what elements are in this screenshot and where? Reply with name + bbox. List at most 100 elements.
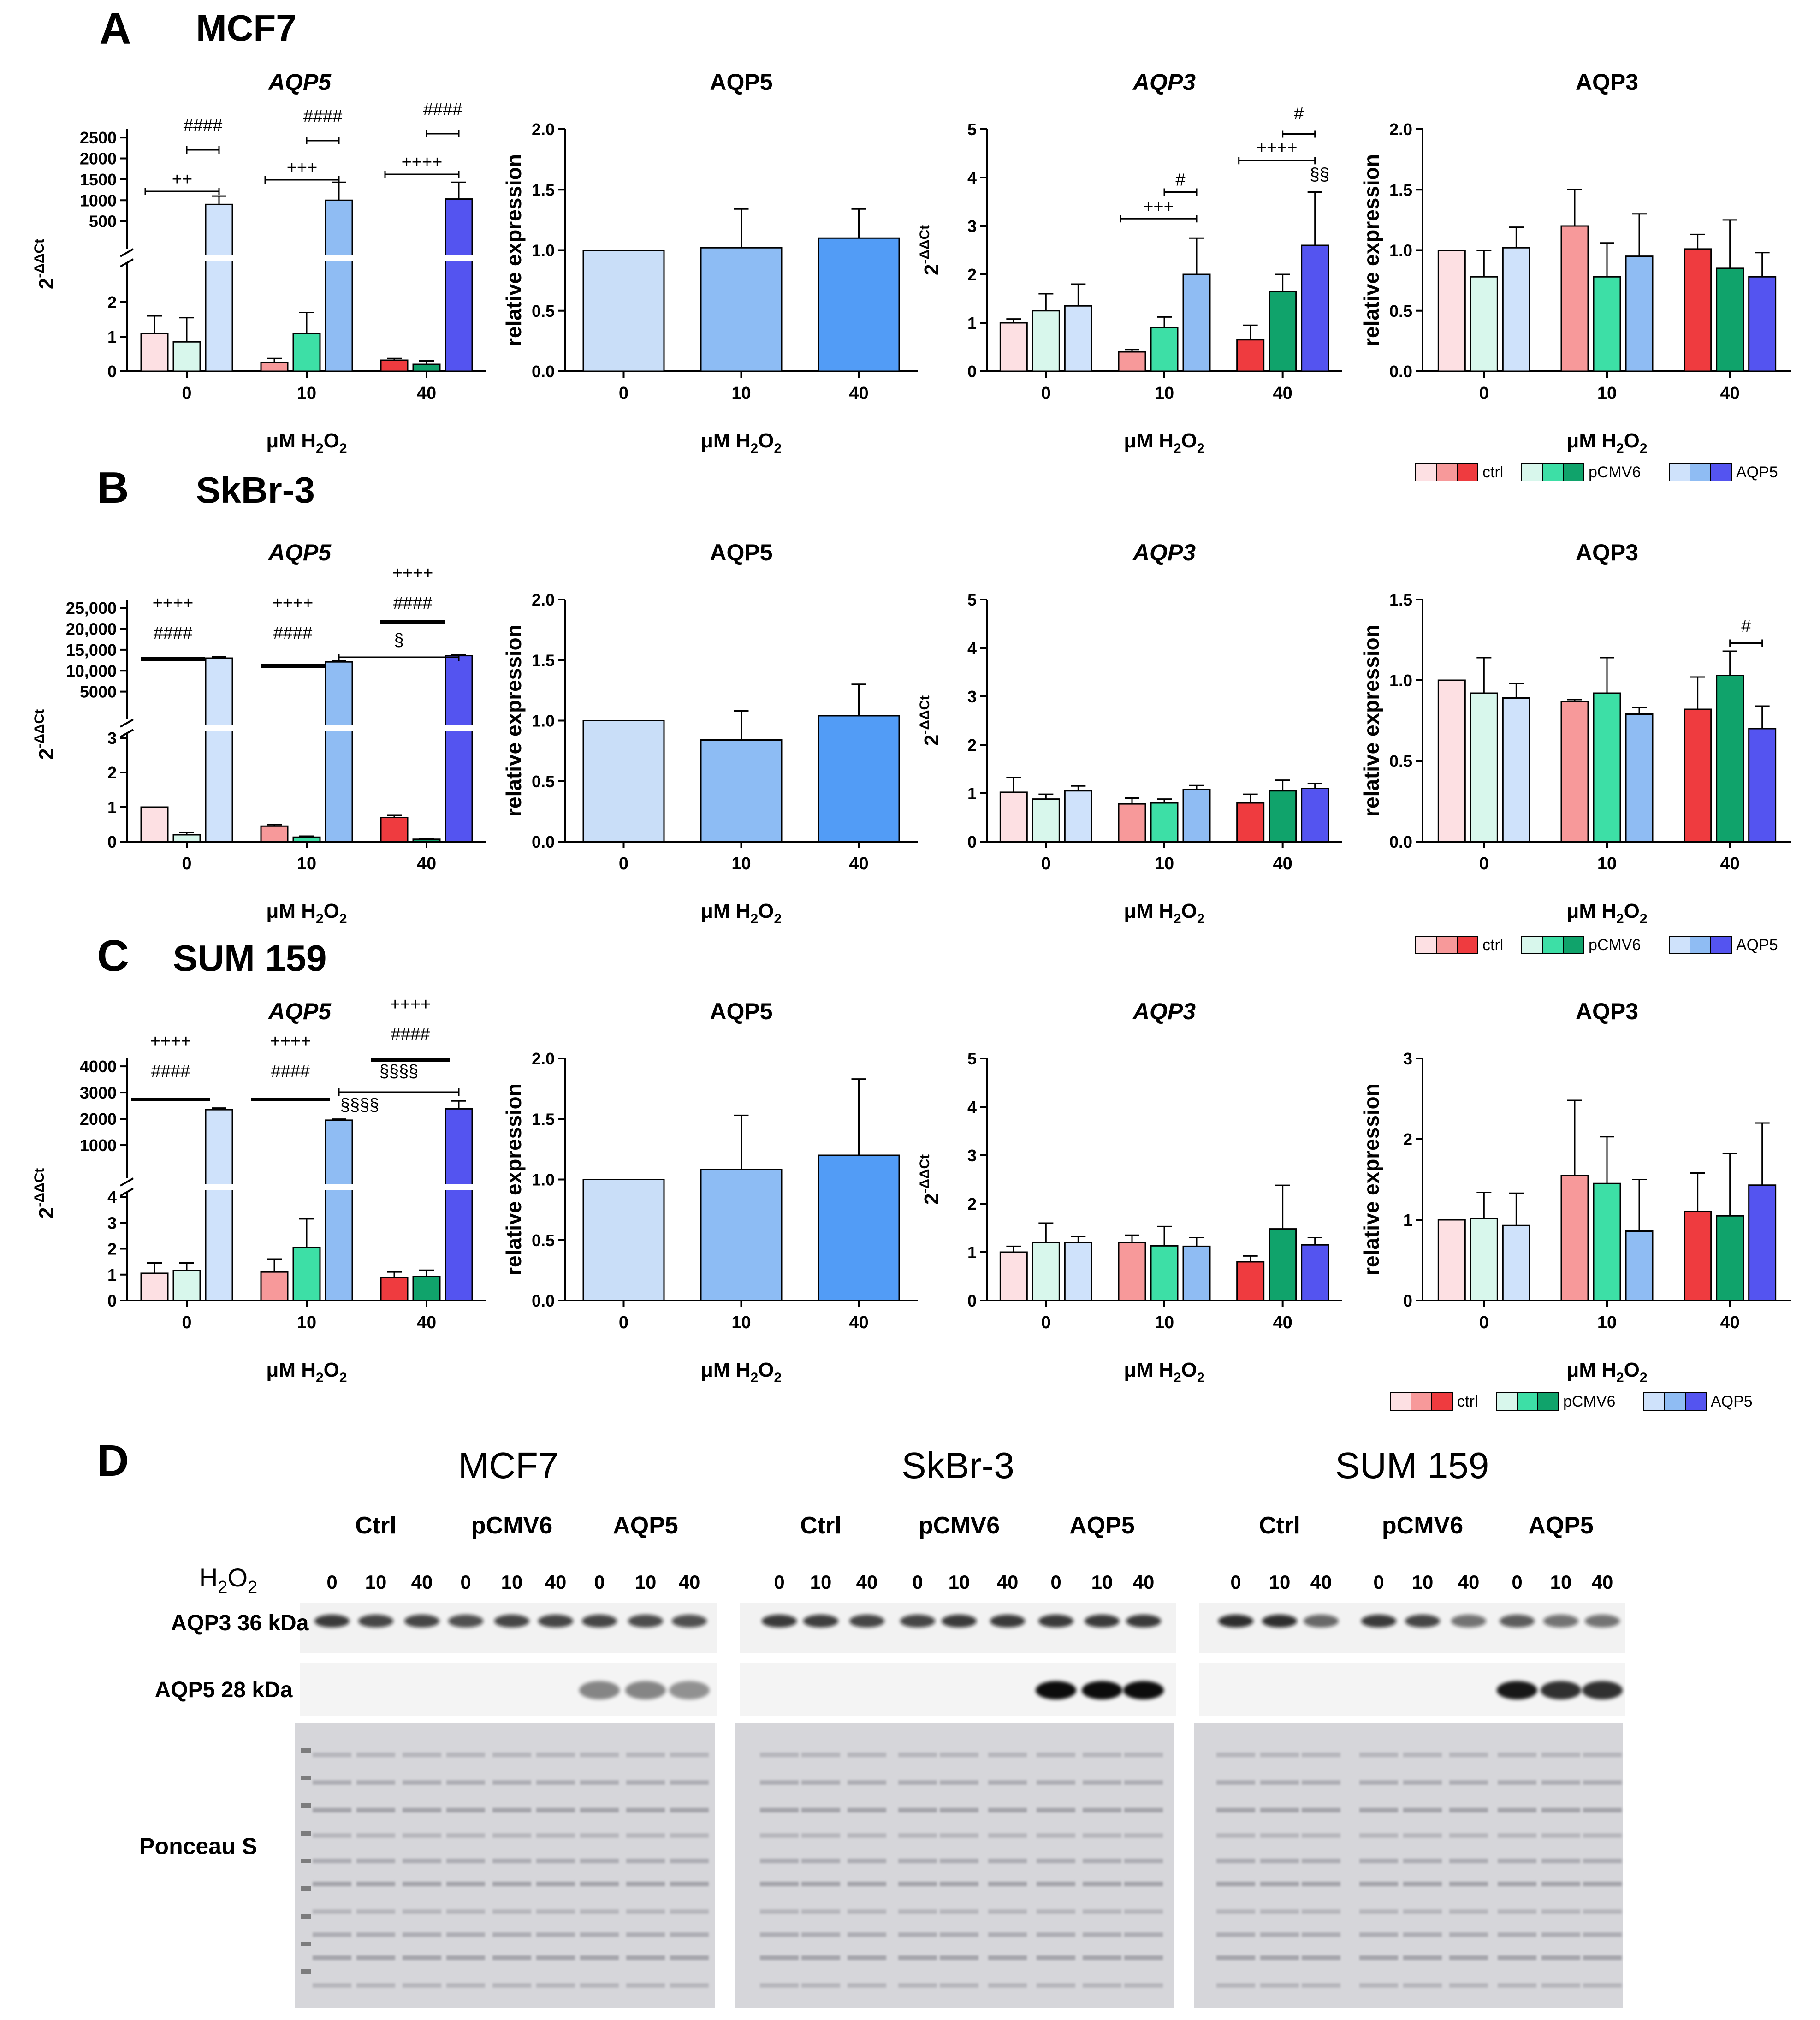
x-tick-label: 10	[1597, 854, 1617, 873]
ponceau-band	[1498, 1859, 1536, 1863]
axis-break-mark	[120, 258, 134, 267]
ponceau-band	[536, 1753, 575, 1757]
lane-dose-label: 40	[997, 1571, 1019, 1593]
aqp3-band	[1304, 1615, 1339, 1628]
bar	[1716, 1215, 1744, 1301]
ponceau-band	[1302, 1909, 1340, 1914]
chart-title: AQP3	[1576, 540, 1638, 565]
x-tick-label: 10	[731, 384, 751, 403]
bar	[412, 363, 441, 372]
lane-dose-label: 0	[1512, 1571, 1522, 1593]
lane-dose-label: 0	[774, 1571, 784, 1593]
ponceau-band	[848, 1909, 886, 1914]
bar	[1625, 713, 1654, 843]
ponceau-band	[988, 1955, 1027, 1960]
bar	[260, 362, 289, 372]
ponceau-band	[760, 1753, 799, 1757]
y-tick-label: 3	[1403, 1049, 1412, 1068]
ladder-band	[301, 1776, 311, 1780]
aqp3-band	[1126, 1615, 1161, 1628]
ponceau-band	[988, 1808, 1027, 1812]
y-axis-title: 2-ΔΔCt	[32, 709, 58, 760]
x-tick-label: 40	[849, 384, 868, 403]
ponceau-band	[1541, 1955, 1580, 1960]
ponceau-band	[1302, 1983, 1340, 1988]
ponceau-band	[801, 1955, 840, 1960]
bar	[1437, 679, 1466, 843]
ponceau-band	[1583, 1859, 1622, 1863]
chart-C-AQP5-mRNA: AQP5 0 1 2 3 4 1000 2000 3000 4000 0 10 40 2-ΔΔCt μM H…	[32, 995, 486, 1385]
ponceau-band	[580, 1983, 619, 1988]
ponceau-band	[492, 1808, 531, 1812]
aqp3-band	[849, 1615, 884, 1628]
ponceau-band	[988, 1882, 1027, 1886]
lane-dose-label: 10	[949, 1571, 970, 1593]
bar	[1064, 305, 1092, 372]
ponceau-band	[403, 1909, 441, 1914]
ponceau-band	[1583, 1833, 1622, 1838]
bar	[1032, 1242, 1060, 1301]
legend: ctrl pCMV6 AQP5	[1415, 936, 1778, 954]
ponceau-band	[988, 1753, 1027, 1757]
bar	[818, 715, 900, 843]
bar-break-gap	[444, 1184, 474, 1190]
bar	[999, 322, 1028, 372]
significance-label: ####	[391, 1025, 430, 1044]
ponceau-band	[760, 1859, 799, 1863]
aqp3-band	[404, 1615, 439, 1628]
bar	[1593, 692, 1621, 843]
legend-swatch	[1411, 1392, 1432, 1411]
y-tick-label: 2500	[80, 128, 117, 147]
bar	[700, 739, 783, 843]
aqp3-band	[538, 1615, 573, 1628]
ponceau-band	[313, 1955, 351, 1960]
y-tick-label: 4	[967, 639, 977, 658]
ponceau-membrane	[735, 1723, 1174, 2008]
ponceau-band	[988, 1833, 1027, 1838]
aqp3-membrane	[300, 1603, 717, 1653]
ponceau-band	[1260, 1780, 1299, 1785]
ponceau-band	[1541, 1882, 1580, 1886]
ponceau-band	[1260, 1955, 1299, 1960]
y-tick-label: 5	[967, 120, 977, 139]
ponceau-band	[670, 1808, 709, 1812]
ponceau-band	[1449, 1833, 1488, 1838]
x-tick-label: 40	[417, 384, 436, 403]
ponceau-band	[1083, 1753, 1121, 1757]
y-tick-label: 3	[967, 687, 977, 706]
aqp3-band	[358, 1615, 393, 1628]
significance-label: §§§§	[340, 1095, 379, 1115]
ponceau-band	[1124, 1808, 1163, 1812]
y-tick-label: 1	[1403, 1211, 1412, 1230]
bar-break-gap	[324, 255, 354, 261]
y-tick-label: 0.0	[532, 362, 555, 381]
ponceau-band	[940, 1909, 978, 1914]
ponceau-band	[626, 1808, 665, 1812]
ponceau-band	[1083, 1955, 1121, 1960]
ponceau-band	[760, 1983, 799, 1988]
ponceau-band	[1260, 1859, 1299, 1863]
lane-group-label: Ctrl	[355, 1512, 397, 1539]
ponceau-band	[1260, 1753, 1299, 1757]
ponceau-band	[356, 1808, 395, 1812]
ponceau-band	[1216, 1932, 1255, 1937]
blot-row-label: AQP3 36 kDa	[171, 1611, 309, 1635]
bar	[999, 791, 1028, 843]
ponceau-band	[898, 1882, 937, 1886]
aqp3-band	[1361, 1615, 1396, 1628]
ponceau-band	[898, 1859, 937, 1863]
bar	[1437, 1219, 1466, 1301]
x-tick-label: 40	[849, 854, 868, 873]
significance-label: +++	[287, 158, 318, 178]
ponceau-band	[626, 1833, 665, 1838]
legend-swatch	[1457, 463, 1478, 481]
y-tick-label: 0	[967, 1291, 977, 1310]
y-tick-label: 4	[967, 1098, 977, 1117]
chart-C-AQP3-mRNA: AQP3 0 1 2 3 4 5 0 10 40 2-ΔΔCt μM H2O2	[917, 998, 1342, 1385]
significance-label: #	[1175, 171, 1185, 190]
bar	[445, 655, 473, 843]
h2o2-label: H2O2	[199, 1563, 257, 1597]
x-tick-label: 10	[1597, 1313, 1617, 1332]
panel-letter: B	[97, 463, 129, 512]
y-tick-label: 1.5	[1389, 180, 1412, 199]
